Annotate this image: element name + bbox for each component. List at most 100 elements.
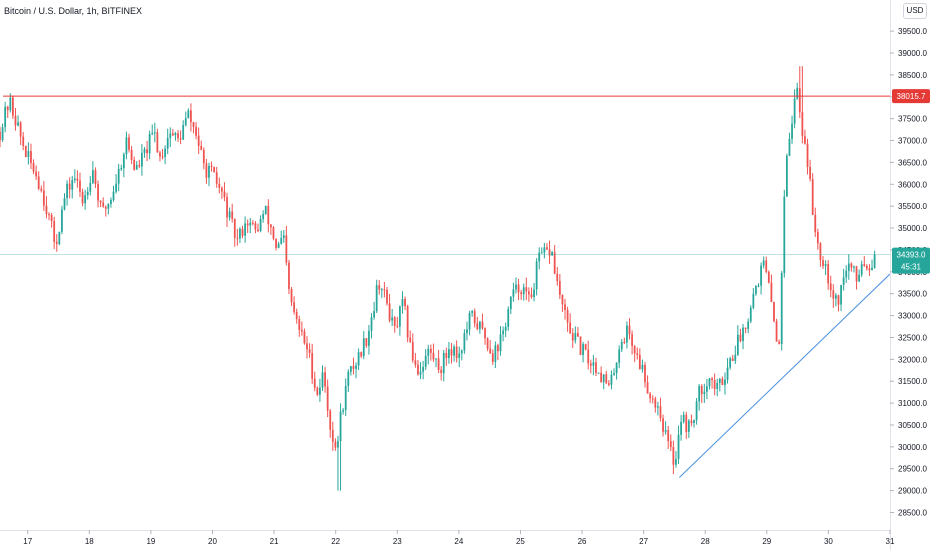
candle-body xyxy=(842,277,845,285)
candle-body xyxy=(391,317,394,321)
candle-body xyxy=(53,220,56,242)
candle xyxy=(357,348,360,371)
candle-body xyxy=(706,386,708,392)
candle-body xyxy=(729,358,732,368)
x-tick-label: 31 xyxy=(886,537,895,546)
candle-body xyxy=(463,333,466,351)
candle-body xyxy=(282,235,285,238)
x-tick-label: 29 xyxy=(762,537,771,546)
candle-body xyxy=(223,191,226,197)
candle xyxy=(690,414,693,427)
candle-body xyxy=(151,133,154,135)
x-tick-label: 24 xyxy=(454,537,463,546)
candle xyxy=(832,284,835,308)
candle xyxy=(558,274,561,300)
candle-body xyxy=(589,363,592,366)
candle-body xyxy=(512,289,515,297)
candle-body xyxy=(466,329,468,334)
candle-body xyxy=(432,352,435,360)
currency-button[interactable]: USD xyxy=(903,3,927,19)
candle xyxy=(401,291,404,314)
candle xyxy=(161,148,164,160)
candle xyxy=(259,215,262,233)
candle-body xyxy=(847,263,850,271)
candle-body xyxy=(734,354,737,361)
candle xyxy=(192,121,195,134)
candle xyxy=(246,219,249,234)
candle-body xyxy=(798,88,801,113)
candle-body xyxy=(169,133,172,138)
candle-body xyxy=(731,358,734,361)
candle-body xyxy=(819,243,822,261)
candle xyxy=(752,288,755,310)
candle xyxy=(435,358,437,368)
candle xyxy=(68,177,71,199)
candle xyxy=(290,286,293,307)
candle-body xyxy=(726,367,729,380)
candle xyxy=(17,115,19,127)
candle-body xyxy=(324,372,326,387)
candle xyxy=(50,213,53,228)
candle-body xyxy=(19,122,22,137)
candle-body xyxy=(829,283,832,291)
candle-body xyxy=(744,327,747,329)
candle xyxy=(801,66,804,144)
y-tick-label: 36000.0 xyxy=(898,180,927,189)
candle-body xyxy=(285,235,288,263)
y-tick-label: 28500.0 xyxy=(898,508,927,517)
candle-body xyxy=(133,159,136,170)
candle xyxy=(497,343,499,360)
candle xyxy=(35,165,38,180)
candle xyxy=(414,353,417,368)
candle-body xyxy=(213,166,216,173)
candle-body xyxy=(208,165,210,178)
candles-layer xyxy=(0,66,876,491)
candle-body xyxy=(546,247,548,250)
candle xyxy=(249,218,252,234)
candle-body xyxy=(316,387,319,395)
candle xyxy=(202,147,205,170)
candle-body xyxy=(202,149,205,164)
candle xyxy=(460,349,463,361)
candle-body xyxy=(613,373,615,375)
candle-body xyxy=(638,354,641,370)
candle-body xyxy=(79,180,81,192)
candle-body xyxy=(476,323,479,330)
candle-body xyxy=(398,306,401,327)
candle xyxy=(450,342,453,364)
candle xyxy=(187,108,190,119)
candle xyxy=(607,380,610,387)
candle xyxy=(293,296,296,315)
x-tick-label: 25 xyxy=(516,537,525,546)
candle-body xyxy=(662,418,664,432)
candle-body xyxy=(540,252,543,254)
candle-body xyxy=(742,327,744,342)
candle-body xyxy=(853,266,855,268)
candle xyxy=(86,187,89,200)
candle-body xyxy=(298,318,301,330)
candle-body xyxy=(128,137,130,150)
candle xyxy=(241,225,244,239)
candle xyxy=(592,354,595,376)
y-tick-label: 32000.0 xyxy=(898,355,927,364)
last-price-value: 34393.0 xyxy=(897,251,926,260)
candle-body xyxy=(538,252,541,262)
candle xyxy=(19,121,22,145)
candle-body xyxy=(711,378,713,381)
candle xyxy=(308,343,311,358)
candle-body xyxy=(27,151,30,158)
candle-body xyxy=(419,371,422,375)
candle-body xyxy=(767,271,770,283)
candle-body xyxy=(334,441,337,448)
candle-body xyxy=(566,310,569,323)
candle-body xyxy=(306,343,308,350)
candle xyxy=(693,419,695,428)
candle xyxy=(579,336,582,356)
candle-body xyxy=(672,447,675,465)
candle-body xyxy=(174,133,177,136)
candle xyxy=(362,330,365,360)
candle-body xyxy=(499,334,502,352)
countdown-timer: 45:31 xyxy=(901,263,922,272)
